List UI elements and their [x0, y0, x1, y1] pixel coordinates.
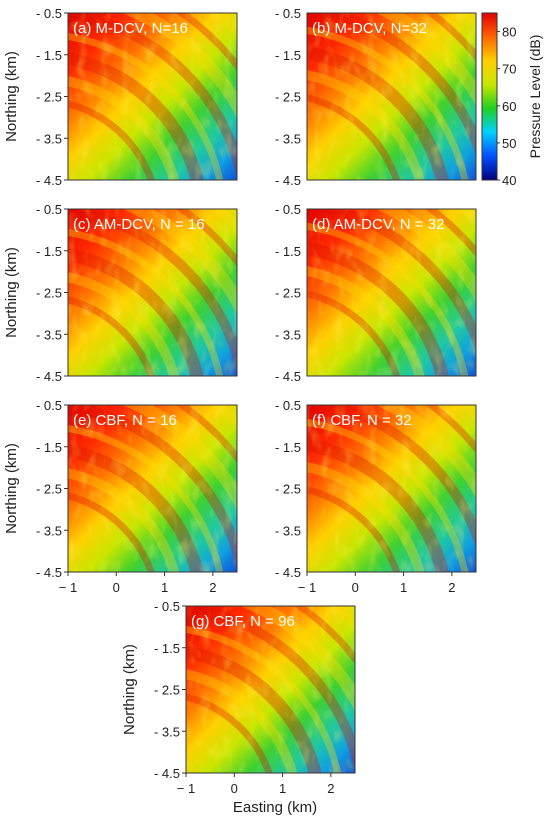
heatmap-image — [186, 606, 355, 773]
y-tick-label: - 3.5 — [275, 523, 301, 538]
panel-e: (e) CBF, N = 16 - 0.5 - 1.5 - 2.5 - 3.5 - 4.5… — [3, 398, 238, 595]
y-tick-label: - 1.5 — [36, 48, 62, 63]
plot-frame — [306, 12, 477, 181]
y-tick-label: - 0.5 — [275, 398, 301, 413]
x-tick-label: − 1 — [59, 580, 77, 595]
colorbar-tick-label: 80 — [502, 25, 516, 40]
panel-label: (g) CBF, N = 96 — [191, 613, 295, 630]
x-tick-label: − 1 — [177, 781, 195, 796]
y-tick-label: - 4.5 — [275, 565, 301, 580]
y-tick-label: - 2.5 — [36, 286, 62, 301]
x-tick-label: − 1 — [298, 580, 316, 595]
y-tick-label: - 1.5 — [275, 48, 301, 63]
plot-frame — [306, 208, 477, 377]
x-axis-label: Easting (km) — [233, 799, 317, 816]
y-tick-label: - 0.5 — [36, 6, 62, 21]
y-tick-label: - 3.5 — [36, 523, 62, 538]
y-tick-label: - 2.5 — [36, 90, 62, 105]
x-tick-label: 0 — [113, 580, 120, 595]
y-tick-label: - 1.5 — [275, 244, 301, 259]
y-axis-label: Northing (km) — [3, 443, 20, 534]
x-tick-label: 1 — [161, 580, 168, 595]
y-tick-label: - 3.5 — [154, 724, 180, 739]
colorbar-tick-label: 40 — [502, 173, 516, 188]
panel-f: (f) CBF, N = 32 - 0.5 - 1.5 - 2.5 - 3.5 - 4.5… — [275, 398, 477, 595]
panel-label: (a) M-DCV, N=16 — [73, 20, 188, 37]
x-tick-label: 2 — [448, 580, 455, 595]
panel-label: (b) M-DCV, N=32 — [312, 20, 427, 37]
panel-g: (g) CBF, N = 96 - 0.5 - 1.5 - 2.5 - 3.5 - 4.5… — [121, 599, 356, 796]
y-tick-label: - 0.5 — [36, 202, 62, 217]
panel-d: (d) AM-DCV, N = 32 - 0.5 - 1.5 - 2.5 - 3.5 - … — [275, 202, 477, 384]
y-tick-label: - 2.5 — [275, 482, 301, 497]
y-tick-label: - 1.5 — [154, 641, 180, 656]
heatmap-image — [307, 405, 476, 572]
y-tick-label: - 1.5 — [36, 440, 62, 455]
panel-label: (d) AM-DCV, N = 32 — [312, 216, 444, 233]
y-tick-label: - 2.5 — [36, 482, 62, 497]
heatmap-image — [307, 209, 476, 376]
y-tick-label: - 4.5 — [36, 369, 62, 384]
x-tick-label: 2 — [209, 580, 216, 595]
panel-a: (a) M-DCV, N=16 - 0.5 - 1.5 - 2.5 - 3.5 - 4.5… — [3, 6, 238, 188]
y-tick-label: - 0.5 — [36, 398, 62, 413]
x-tick-label: 0 — [231, 781, 238, 796]
panel-label: (e) CBF, N = 16 — [73, 412, 177, 429]
x-tick-label: 1 — [279, 781, 286, 796]
y-tick-label: - 4.5 — [275, 369, 301, 384]
y-tick-label: - 1.5 — [275, 440, 301, 455]
y-tick-label: - 4.5 — [275, 173, 301, 188]
y-axis-label: Northing (km) — [121, 644, 138, 735]
y-axis-label: Northing (km) — [3, 51, 20, 142]
y-tick-label: - 3.5 — [36, 131, 62, 146]
panels-layer: (a) M-DCV, N=16 - 0.5 - 1.5 - 2.5 - 3.5 - 4.5… — [3, 6, 477, 796]
panel-label: (c) AM-DCV, N = 16 — [73, 216, 205, 233]
y-tick-label: - 4.5 — [154, 766, 180, 781]
heatmap-image — [68, 13, 237, 180]
y-tick-label: - 2.5 — [275, 286, 301, 301]
y-tick-label: - 4.5 — [36, 173, 62, 188]
panel-label: (f) CBF, N = 32 — [312, 412, 412, 429]
panel-b: (b) M-DCV, N=32 - 0.5 - 1.5 - 2.5 - 3.5 - 4.5 — [275, 6, 477, 188]
y-tick-label: - 2.5 — [154, 683, 180, 698]
y-tick-label: - 0.5 — [275, 6, 301, 21]
y-tick-label: - 4.5 — [36, 565, 62, 580]
colorbar-tick-label: 70 — [502, 62, 516, 77]
plot-frame — [306, 404, 477, 573]
y-tick-label: - 0.5 — [154, 599, 180, 614]
y-tick-label: - 3.5 — [275, 327, 301, 342]
y-tick-label: - 2.5 — [275, 90, 301, 105]
y-tick-label: - 1.5 — [36, 244, 62, 259]
x-tick-label: 1 — [400, 580, 407, 595]
colorbar-label: Pressure Level (dB) — [527, 35, 543, 159]
y-axis-label: Northing (km) — [3, 247, 20, 338]
colorbar: 40 50 60 70 80 Pressure Level (dB) — [481, 12, 543, 188]
y-tick-label: - 3.5 — [36, 327, 62, 342]
colorbar-gradient — [481, 12, 498, 181]
panel-c: (c) AM-DCV, N = 16 - 0.5 - 1.5 - 2.5 - 3.5 - … — [3, 202, 238, 384]
colorbar-tick-label: 50 — [502, 136, 516, 151]
heatmap-image — [68, 209, 237, 376]
x-tick-label: 2 — [327, 781, 334, 796]
colorbar-tick-label: 60 — [502, 99, 516, 114]
y-tick-label: - 3.5 — [275, 131, 301, 146]
heatmap-image — [307, 13, 476, 180]
y-tick-label: - 0.5 — [275, 202, 301, 217]
x-tick-label: 0 — [352, 580, 359, 595]
